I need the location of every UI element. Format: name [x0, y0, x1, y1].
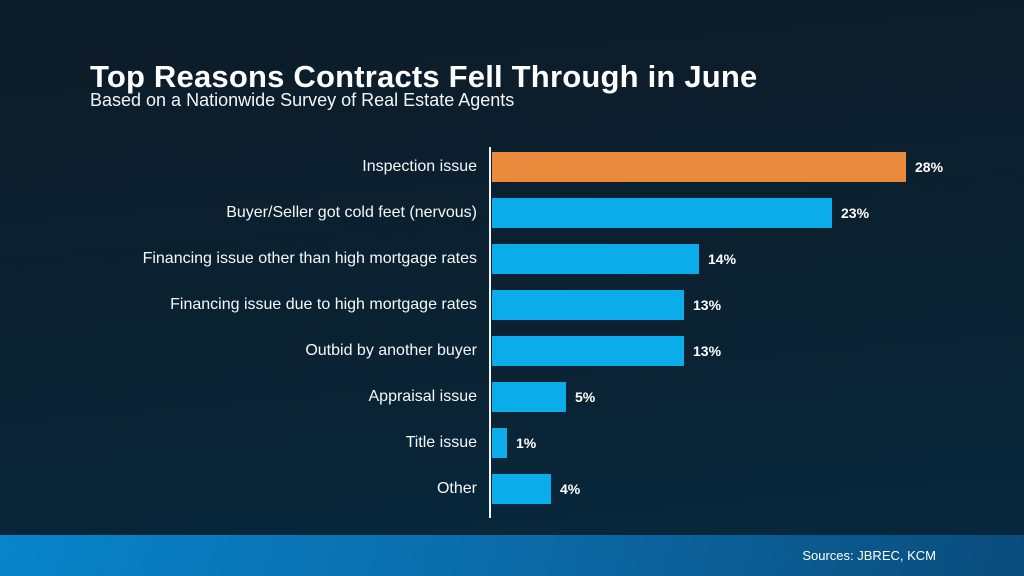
- bar-value-label: 13%: [693, 343, 722, 359]
- bar-track: 28%: [489, 152, 1024, 182]
- bar: [492, 198, 832, 228]
- category-label: Appraisal issue: [368, 388, 478, 405]
- bar: [492, 336, 684, 366]
- bar-chart: Inspection issue 28% Buyer/Seller got cold…: [0, 144, 1024, 512]
- chart-row: Other 4%: [0, 466, 1024, 512]
- bar-value-label: 13%: [693, 297, 722, 313]
- bar-value-label: 23%: [841, 205, 870, 221]
- chart-row: Financing issue other than high mortgage…: [0, 236, 1024, 282]
- category-label: Buyer/Seller got cold feet (nervous): [226, 204, 477, 221]
- category-label: Financing issue other than high mortgage…: [142, 250, 477, 267]
- bar-track: 13%: [489, 336, 1024, 366]
- bar-track: 4%: [489, 474, 1024, 504]
- category-label: Outbid by another buyer: [305, 342, 477, 359]
- category-label: Title issue: [405, 434, 477, 451]
- bar-track: 23%: [489, 198, 1024, 228]
- footer-bar: Sources: JBREC, KCM: [0, 535, 1024, 576]
- bar-value-label: 4%: [560, 481, 581, 497]
- bar-track: 14%: [489, 244, 1024, 274]
- chart-row: Outbid by another buyer 13%: [0, 328, 1024, 374]
- footer-sources: Sources: JBREC, KCM: [802, 548, 936, 563]
- bar-track: 13%: [489, 290, 1024, 320]
- bar: [492, 382, 566, 412]
- bar-value-label: 5%: [575, 389, 596, 405]
- bar: [492, 474, 551, 504]
- bar-value-label: 28%: [915, 159, 944, 175]
- chart-row: Appraisal issue 5%: [0, 374, 1024, 420]
- bar-track: 5%: [489, 382, 1024, 412]
- category-label: Financing issue due to high mortgage rat…: [170, 296, 477, 313]
- chart-row: Buyer/Seller got cold feet (nervous) 23%: [0, 190, 1024, 236]
- bar: [492, 290, 684, 320]
- category-label: Other: [436, 480, 477, 497]
- bar-value-label: 14%: [708, 251, 737, 267]
- page-title: Top Reasons Contracts Fell Through in Ju…: [90, 58, 758, 94]
- bar-value-label: 1%: [516, 435, 537, 451]
- chart-axis-line: [489, 147, 491, 518]
- category-label: Inspection issue: [362, 158, 477, 175]
- bar-highlighted: [492, 152, 906, 182]
- chart-row: Inspection issue 28%: [0, 144, 1024, 190]
- bar: [492, 244, 699, 274]
- chart-row: Financing issue due to high mortgage rat…: [0, 282, 1024, 328]
- page-subtitle: Based on a Nationwide Survey of Real Est…: [90, 90, 515, 110]
- bar: [492, 428, 507, 458]
- chart-row: Title issue 1%: [0, 420, 1024, 466]
- bar-track: 1%: [489, 428, 1024, 458]
